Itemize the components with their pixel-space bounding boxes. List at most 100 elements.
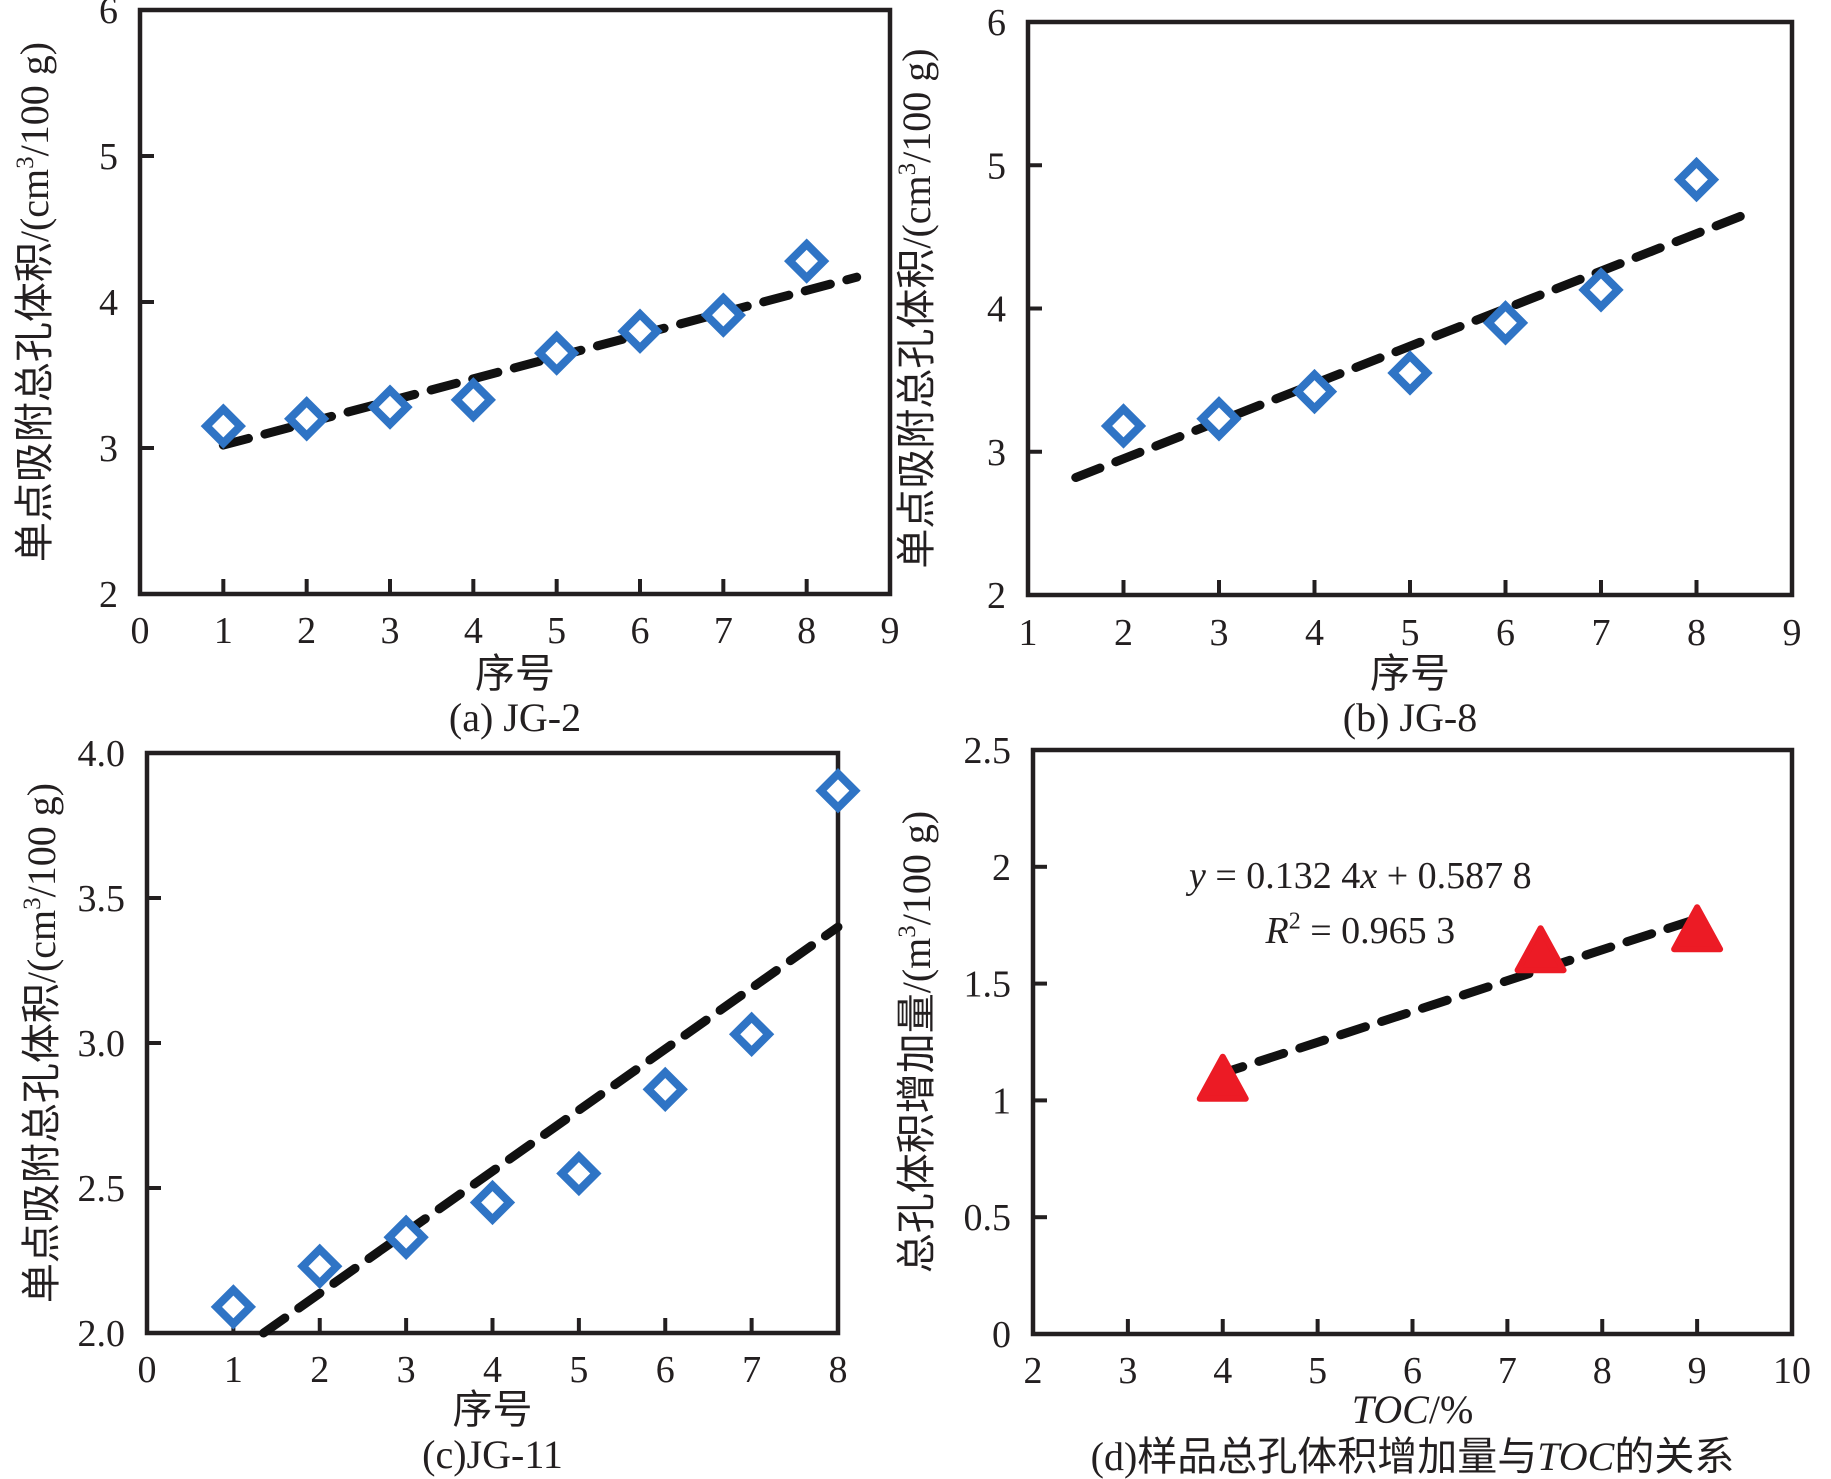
panel-caption: (a) JG-2 [449, 695, 581, 740]
x-tick-label: 7 [742, 1349, 761, 1391]
y-tick-label: 6 [99, 0, 118, 32]
data-point-diamond [284, 396, 330, 442]
x-tick-label: 6 [1403, 1350, 1422, 1392]
y-tick-label: 0 [992, 1314, 1011, 1356]
x-tick-label: 0 [131, 610, 150, 652]
x-tick-label: 5 [547, 610, 566, 652]
data-point-diamond [784, 238, 830, 284]
x-tick-label: 1 [1019, 612, 1038, 654]
y-tick-label: 2.5 [78, 1168, 126, 1210]
x-tick-label: 9 [1783, 612, 1802, 654]
panel-caption: (b) JG-8 [1343, 695, 1477, 740]
y-tick-label: 2.5 [964, 730, 1012, 772]
x-tick-label: 9 [1688, 1350, 1707, 1392]
data-point-diamond [1673, 156, 1720, 203]
x-tick-label: 9 [881, 610, 900, 652]
equation-line: R2 = 0.965 3 [1264, 908, 1455, 951]
data-point-diamond [1482, 300, 1529, 346]
data-point-diamond [700, 292, 746, 338]
y-tick-label: 3.5 [78, 878, 126, 920]
trend-line [1213, 911, 1712, 1080]
data-point-diamond [556, 1150, 602, 1197]
x-tick-label: 8 [1593, 1350, 1612, 1392]
data-point-diamond [815, 768, 861, 814]
x-tick-label: 3 [1210, 612, 1229, 654]
plot-box [1030, 747, 1795, 1337]
data-point-diamond [450, 377, 496, 423]
panel-d-toc-relation: 2 3 4 5 6 7 8 9 10 0 0.5 1 1.5 2 2.5 y = 0.132 4x + 0.5… [894, 730, 1811, 1479]
x-tick-label: 2 [1114, 612, 1133, 654]
x-tick-label: 2 [297, 610, 316, 652]
data-point-triangle [1514, 925, 1567, 974]
y-axis-title: 总孔体积增加量/(m3/100 g) [894, 811, 939, 1273]
x-tick-label: 3 [397, 1349, 416, 1391]
x-tick-label: 4 [464, 610, 483, 652]
trend-line [259, 922, 843, 1338]
x-tick-label: 3 [381, 610, 400, 652]
y-tick-label: 6 [987, 2, 1006, 44]
y-axis-title: 单点吸附总孔体积/(cm3/100 g) [19, 783, 64, 1303]
x-tick-label: 3 [1118, 1350, 1137, 1392]
x-axis-title: TOC/% [1352, 1387, 1474, 1432]
y-tick-label: 1 [992, 1080, 1011, 1122]
y-tick-label: 2 [99, 574, 118, 616]
x-tick-label: 5 [1308, 1350, 1327, 1392]
data-point-diamond [200, 403, 246, 449]
x-axis-title: 序号 [1370, 651, 1450, 696]
x-axis-title: 序号 [453, 1387, 533, 1432]
x-tick-label: 7 [714, 610, 733, 652]
data-point-diamond [642, 1066, 688, 1113]
y-tick-label: 5 [99, 136, 118, 178]
y-tick-label: 4.0 [78, 733, 126, 775]
panel-c-jg11: 0 1 2 3 4 5 6 7 8 2.0 2.5 3.0 3.5 4.0 序号 单点吸附总孔体积/(cm3/… [19, 733, 861, 1477]
data-point-triangle [1671, 904, 1724, 953]
y-tick-label: 5 [987, 145, 1006, 187]
y-tick-label: 3 [987, 432, 1006, 474]
panel-caption: (d)样品总孔体积增加量与TOC的关系 [1091, 1434, 1735, 1479]
data-point-diamond [367, 384, 413, 430]
y-axis-title: 单点吸附总孔体积/(cm3/100 g) [894, 48, 939, 568]
data-point-diamond [534, 330, 580, 376]
x-tick-label: 8 [797, 610, 816, 652]
data-point-triangle [1196, 1053, 1249, 1102]
data-point-diamond [383, 1214, 429, 1260]
x-tick-label: 7 [1592, 612, 1611, 654]
data-point-diamond [1291, 368, 1338, 415]
x-tick-label: 6 [1496, 612, 1515, 654]
trend-line [218, 272, 862, 450]
data-point-diamond [210, 1284, 257, 1330]
x-tick-label: 0 [138, 1349, 157, 1391]
equation-line: y = 0.132 4x + 0.587 8 [1185, 855, 1532, 897]
data-point-diamond [1387, 350, 1433, 396]
x-tick-label: 4 [1305, 612, 1324, 654]
data-point-diamond [617, 308, 663, 354]
y-tick-label: 2 [992, 847, 1011, 889]
y-tick-label: 2 [987, 575, 1006, 617]
y-tick-label: 3 [99, 428, 118, 470]
x-tick-label: 8 [829, 1349, 848, 1391]
panel-a-jg2: 0 1 2 3 4 5 6 7 8 9 2 3 4 5 6 序号 单点吸附总孔体积/(cm3/100 g) (a)… [12, 0, 900, 740]
x-tick-label: 6 [656, 1349, 675, 1391]
data-point-diamond [297, 1243, 343, 1289]
x-tick-label: 5 [1401, 612, 1420, 654]
x-tick-label: 1 [224, 1349, 243, 1391]
trend-line [1071, 206, 1759, 483]
y-tick-label: 2.0 [78, 1313, 126, 1355]
y-tick-label: 4 [987, 289, 1006, 331]
x-tick-label: 8 [1687, 612, 1706, 654]
x-tick-label: 7 [1498, 1350, 1517, 1392]
data-point-diamond [728, 1011, 775, 1057]
plot-box [1025, 19, 1795, 598]
y-tick-label: 3.0 [78, 1023, 126, 1065]
y-axis-title: 单点吸附总孔体积/(cm3/100 g) [12, 42, 57, 562]
data-point-diamond [1196, 396, 1242, 442]
data-point-diamond [469, 1179, 516, 1226]
data-point-diamond [1100, 403, 1147, 449]
y-tick-label: 0.5 [964, 1197, 1012, 1239]
x-tick-label: 1 [214, 610, 233, 652]
x-tick-label: 4 [483, 1349, 502, 1391]
x-tick-label: 6 [631, 610, 650, 652]
